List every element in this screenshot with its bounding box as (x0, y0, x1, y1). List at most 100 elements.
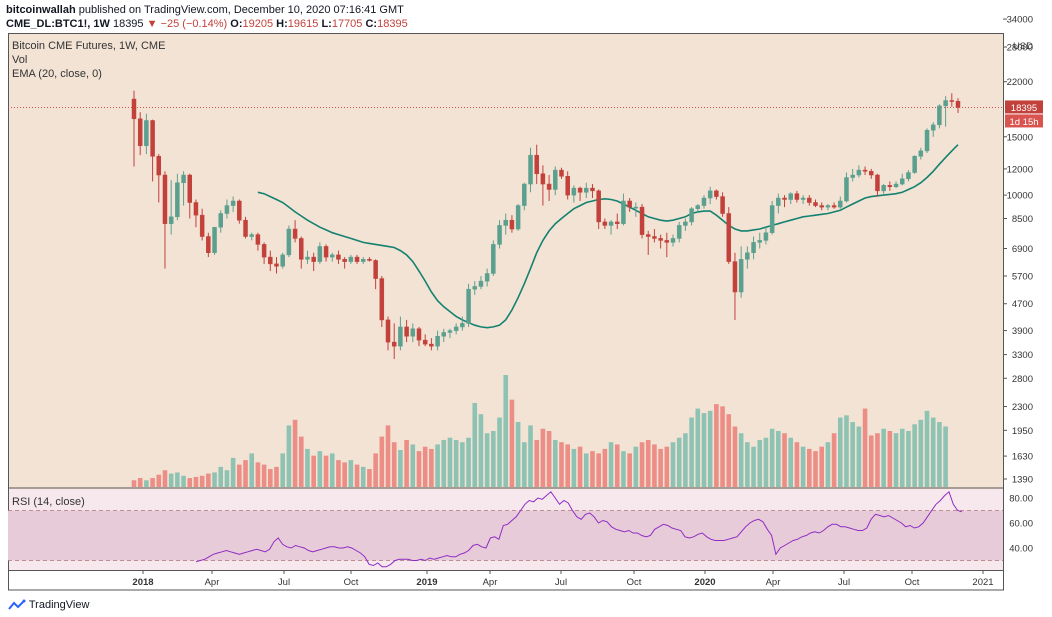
candle-body (280, 254, 285, 267)
volume-bar (912, 424, 917, 487)
volume-bar (707, 410, 713, 487)
volume-bar (466, 437, 471, 487)
volume-bar (831, 433, 837, 487)
low-value: 17705 (331, 18, 363, 30)
candle-body (676, 225, 682, 239)
volume-bar (497, 417, 502, 487)
candle-body (478, 280, 484, 287)
candle-body (701, 197, 707, 206)
volume-bar (187, 478, 193, 487)
volume-bar (280, 453, 285, 487)
candle-body (714, 190, 719, 197)
time-label: 2019 (416, 577, 437, 588)
candle-body (571, 187, 577, 196)
volume-bar (410, 444, 416, 487)
time-label: 2021 (972, 577, 993, 588)
candle-body (422, 339, 428, 345)
candle-body (639, 206, 645, 235)
candle-body (354, 256, 360, 262)
candle-body (899, 178, 905, 185)
candle-body (813, 202, 818, 206)
candle-body (751, 242, 756, 253)
candle-body (168, 216, 174, 224)
candle-body (491, 244, 496, 274)
candle-body (193, 202, 199, 216)
candle-body (181, 174, 186, 183)
candle-body (509, 219, 515, 230)
close-label: C: (365, 18, 378, 30)
candle-body (614, 221, 620, 224)
last-price-box (1005, 100, 1043, 114)
price-tick-label: 2800 (1012, 374, 1033, 385)
volume-bar (868, 435, 874, 487)
rsi-legend: RSI (14, close) (12, 496, 85, 508)
volume-bar (491, 431, 496, 487)
candle-body (949, 100, 955, 102)
volume-bar (515, 422, 521, 487)
candle-body (379, 278, 385, 321)
volume-bar (837, 417, 843, 487)
volume-bar (534, 439, 540, 487)
volume-bar (602, 448, 608, 487)
volume-bar (484, 433, 490, 487)
volume-bar (670, 442, 676, 487)
candle-body (336, 254, 341, 260)
volume-bar (714, 404, 719, 487)
volume-bar (881, 428, 886, 487)
candle-body (162, 174, 168, 224)
volume-bar (794, 442, 800, 487)
volume-bar (193, 476, 199, 487)
candle-body (497, 225, 502, 245)
candle-body (373, 260, 378, 279)
volume-bar (354, 464, 360, 487)
volume-bar (596, 453, 601, 487)
high-label: H: (276, 18, 288, 30)
candle-body (838, 200, 843, 208)
volume-bar (447, 437, 453, 487)
volume-bar (422, 446, 428, 487)
rsi-tick-label: 60.00 (1009, 519, 1033, 530)
candle-body (484, 273, 490, 282)
tradingview-brand[interactable]: TradingView (8, 599, 89, 611)
volume-bar (943, 426, 948, 487)
volume-bar (144, 480, 149, 487)
candle-body (385, 319, 391, 343)
symbol-label: CME_DL:BTC1!, 1W (6, 18, 110, 30)
volume-bar (813, 451, 818, 487)
volume-bar (305, 448, 310, 487)
volume-bar (261, 464, 267, 487)
author-name[interactable]: bitcoinwallah (6, 4, 76, 16)
candle-body (274, 263, 279, 267)
volume-bar (757, 439, 763, 487)
volume-bar (224, 470, 230, 487)
candle-body (261, 244, 267, 258)
candle-body (323, 246, 329, 258)
volume-bar (528, 425, 533, 487)
candle-body (199, 214, 205, 237)
candle-body (144, 120, 149, 146)
volume-bar (373, 453, 378, 487)
rsi-tick-label: 80.00 (1009, 494, 1033, 505)
volume-bar (664, 446, 670, 487)
candle-body (831, 205, 837, 208)
volume-bar (131, 480, 137, 487)
price-tick-label: 15000 (1007, 132, 1033, 143)
candle-body (906, 172, 911, 180)
volume-bar (168, 473, 174, 487)
candle-body (348, 256, 354, 262)
volume-bar (503, 375, 509, 487)
volume-bar (478, 414, 484, 487)
candle-body (930, 124, 936, 131)
candle-body (776, 197, 781, 206)
volume-bar (298, 436, 304, 487)
candle-body (807, 197, 812, 203)
candle-body (230, 200, 236, 206)
chart-title: Bitcoin CME Futures, 1W, CME (12, 40, 166, 52)
volume-bar (391, 442, 397, 487)
open-value: 19205 (242, 18, 274, 30)
volume-bar (844, 415, 849, 487)
volume-bar (782, 433, 787, 487)
volume-bar (887, 431, 893, 487)
candle-body (342, 259, 347, 262)
